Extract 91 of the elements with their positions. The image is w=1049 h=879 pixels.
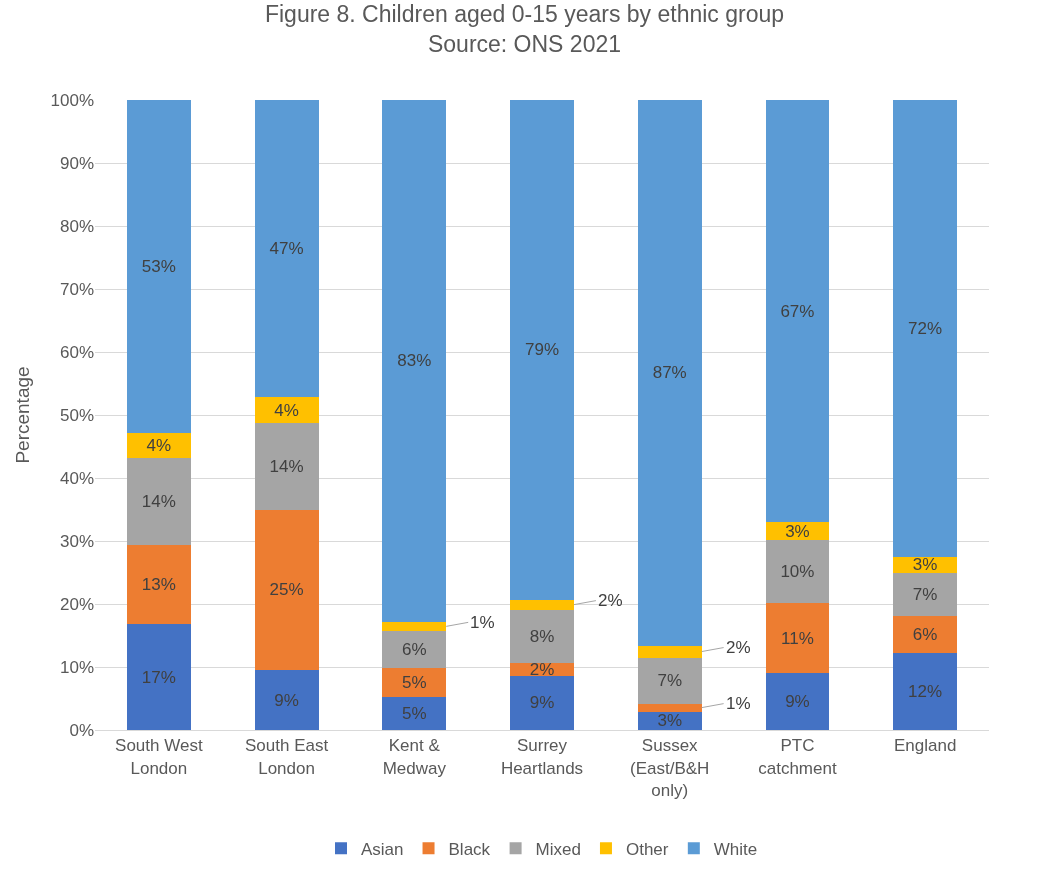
bar (254, 423, 319, 510)
data-label: 9% (785, 691, 810, 711)
data-label: 5% (402, 672, 427, 692)
y-tick-label: 50% (59, 405, 94, 425)
data-label: 4% (146, 435, 172, 455)
data-label: 2% (529, 659, 555, 679)
bar (510, 675, 574, 730)
data-label: 3% (912, 555, 938, 575)
bar (510, 599, 574, 610)
data-label: 10% (780, 562, 815, 582)
data-label: 9% (529, 693, 555, 713)
data-label: 6% (402, 639, 427, 659)
y-tick-label: 90% (59, 153, 94, 173)
y-axis-title: Percentage (12, 366, 34, 464)
y-tick-label: 60% (59, 342, 94, 362)
data-label: 87% (652, 363, 687, 383)
bar (254, 100, 319, 398)
x-tick-label: Sussex (East/B&H only) (630, 736, 710, 800)
bar (637, 100, 702, 646)
bar (254, 397, 319, 424)
bar (382, 696, 447, 730)
y-tick-label: 70% (59, 279, 94, 299)
data-label: 3% (785, 521, 810, 541)
x-tick-label: PTC catchment (758, 736, 837, 778)
bar (637, 645, 702, 658)
chart-title: Figure 8. Children aged 0-15 years by ethnic group (264, 0, 785, 27)
bar (126, 457, 191, 545)
y-tick-label: 100% (50, 90, 94, 110)
data-label: 53% (141, 256, 176, 276)
legend-label: Other (625, 839, 669, 859)
data-label: 72% (908, 318, 943, 338)
x-tick-label: England (893, 736, 957, 756)
data-label: 3% (657, 711, 682, 731)
data-label: 1% (726, 694, 751, 713)
bar (382, 621, 447, 632)
data-label: 9% (274, 690, 299, 710)
data-label: 6% (912, 624, 938, 644)
y-tick-label: 80% (59, 216, 94, 236)
bar (382, 667, 447, 697)
data-label: 14% (269, 456, 304, 476)
x-tick-label: South West London (115, 736, 203, 778)
bar (637, 657, 702, 704)
bar (765, 672, 830, 730)
data-label: 12% (908, 681, 943, 701)
bar (382, 100, 447, 622)
data-label: 5% (402, 703, 427, 723)
bar (126, 100, 191, 433)
bar (893, 615, 958, 653)
bar (893, 573, 958, 616)
bar (254, 670, 319, 730)
data-label: 17% (141, 667, 176, 687)
bar (765, 540, 830, 604)
data-label: 7% (912, 585, 938, 605)
chart-subtitle: Source: ONS 2021 (427, 30, 622, 57)
data-label: 83% (397, 351, 432, 371)
x-tick-label: Surrey Heartlands (500, 736, 584, 778)
y-tick-label: 40% (59, 468, 94, 488)
bar (126, 624, 191, 730)
y-tick-label: 0% (69, 720, 94, 740)
data-label: 1% (470, 613, 495, 632)
x-tick-label: Kent & Medway (382, 736, 447, 778)
x-tick-label: South East London (244, 736, 329, 778)
bar (510, 100, 574, 600)
bar (893, 100, 958, 557)
bar (637, 703, 702, 712)
data-label: 2% (598, 591, 623, 610)
bar (126, 544, 191, 625)
data-label: 8% (529, 626, 555, 646)
data-label: 25% (269, 580, 304, 600)
y-tick-label: 30% (59, 531, 94, 551)
bar (510, 609, 574, 663)
bar (765, 603, 830, 673)
bar (893, 652, 958, 730)
legend-label: Asian (361, 839, 404, 859)
legend-label: White (713, 839, 758, 859)
data-label: 79% (524, 340, 560, 360)
y-tick-label: 10% (59, 657, 94, 677)
data-label: 47% (269, 239, 304, 259)
data-label: 2% (726, 638, 751, 657)
data-label: 11% (781, 628, 814, 648)
bar (765, 100, 830, 523)
legend-label: Black (448, 839, 491, 859)
bar (254, 509, 319, 671)
y-tick-label: 20% (59, 594, 94, 614)
legend-label: Mixed (535, 839, 581, 859)
bar (382, 631, 447, 668)
data-label: 13% (141, 574, 176, 594)
data-label: 4% (274, 400, 299, 420)
data-label: 67% (780, 301, 815, 321)
data-label: 7% (657, 671, 682, 691)
data-label: 14% (141, 491, 176, 511)
